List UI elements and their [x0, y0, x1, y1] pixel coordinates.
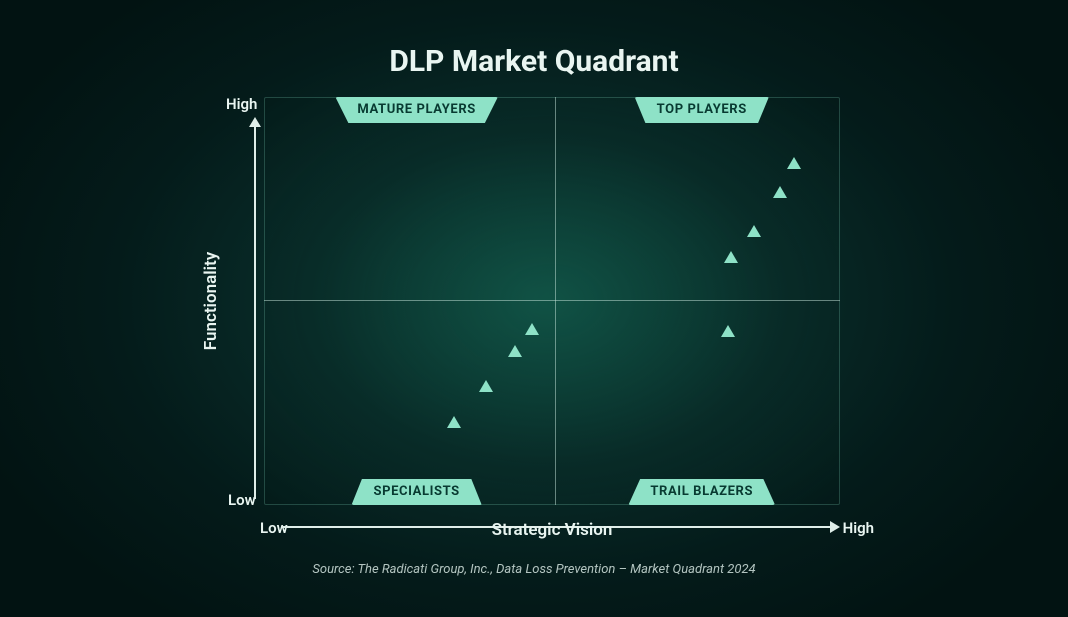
quadrant-plot: MATURE PLAYERS TOP PLAYERS SPECIALISTS T… — [264, 97, 840, 505]
data-point — [508, 345, 522, 357]
data-point — [773, 186, 787, 198]
quadrant-label-mature-players: MATURE PLAYERS — [335, 97, 497, 123]
data-point — [747, 225, 761, 237]
y-axis-label: Functionality — [186, 97, 236, 505]
chart-title: DLP Market Quadrant — [0, 44, 1068, 79]
data-point — [447, 416, 461, 428]
data-point — [787, 157, 801, 169]
x-axis: Low Strategic Vision High — [264, 520, 840, 560]
chart-source-text: Source: The Radicati Group, Inc., Data L… — [0, 562, 1068, 577]
y-axis-low-label: Low — [228, 491, 256, 509]
quadrant-label-trail-blazers: TRAIL BLAZERS — [628, 479, 775, 505]
x-axis-high-label: High — [843, 519, 874, 537]
quadrant-label-top-players: TOP PLAYERS — [635, 97, 769, 123]
data-point — [479, 380, 493, 392]
quadrant-label-specialists: SPECIALISTS — [351, 479, 481, 505]
grid-horizontal-line — [264, 300, 840, 301]
y-axis: High Functionality Low — [186, 97, 264, 505]
data-point — [724, 251, 738, 263]
y-axis-line — [254, 125, 256, 499]
data-point — [525, 323, 539, 335]
x-axis-label: Strategic Vision — [264, 520, 840, 540]
data-point — [721, 325, 735, 337]
